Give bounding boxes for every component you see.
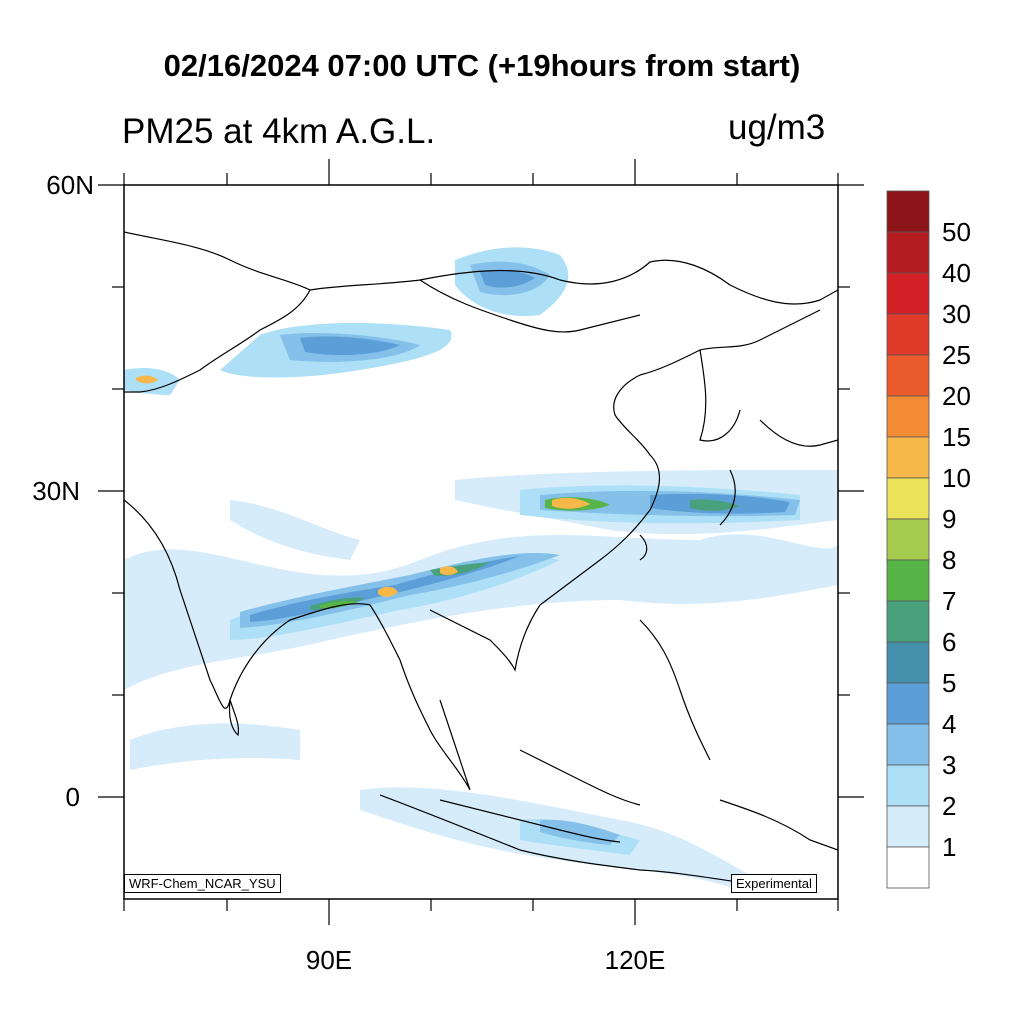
colorbar-swatch — [886, 559, 930, 602]
axis-ticks — [98, 159, 864, 925]
colorbar-level-label: 9 — [942, 504, 957, 534]
pm25-level-10 — [136, 375, 590, 597]
lon-label-90e: 90E — [305, 945, 353, 975]
units-label: ug/m3 — [728, 108, 826, 147]
pm25-field — [124, 247, 838, 890]
pm25-level-1 — [124, 470, 838, 890]
colorbar-swatch — [886, 477, 930, 520]
colorbar-level-label: 5 — [942, 668, 957, 698]
colorbar-swatch — [886, 313, 930, 356]
colorbar-level-label: 15 — [942, 422, 971, 452]
colorbar-swatch — [886, 600, 930, 643]
colorbar-swatch — [886, 641, 930, 684]
colorbar-swatch — [886, 723, 930, 766]
colorbar-level-label: 8 — [942, 545, 957, 575]
map-frame — [123, 184, 839, 900]
colorbar-level-label: 2 — [942, 791, 957, 821]
colorbar-swatch — [886, 231, 930, 274]
colorbar-level-label: 30 — [942, 299, 971, 329]
lat-label-30n: 30N — [32, 476, 80, 506]
colorbar-level-label: 7 — [942, 586, 957, 616]
map-title: 02/16/2024 07:00 UTC (+19hours from star… — [163, 48, 801, 83]
colorbar-level-label: 40 — [942, 258, 971, 288]
lon-label-120e: 120E — [604, 945, 666, 975]
colorbar-swatch — [886, 682, 930, 725]
colorbar — [886, 190, 930, 889]
colorbar-swatch — [886, 805, 930, 848]
colorbar-swatch — [886, 272, 930, 315]
colorbar-swatch — [886, 354, 930, 397]
colorbar-swatch — [886, 436, 930, 479]
model-label: WRF-Chem_NCAR_YSU — [124, 874, 281, 893]
lat-label-0: 0 — [65, 782, 80, 812]
colorbar-swatch — [886, 764, 930, 807]
field-label: PM25 at 4km A.G.L. — [122, 112, 436, 151]
colorbar-level-label: 10 — [942, 463, 971, 493]
colorbar-swatch — [886, 518, 930, 561]
colorbar-level-label: 6 — [942, 627, 957, 657]
colorbar-swatch — [886, 846, 930, 889]
lat-label-60n: 60N — [46, 170, 94, 200]
coastlines — [124, 231, 838, 886]
colorbar-level-label: 1 — [942, 832, 957, 862]
status-label: Experimental — [731, 874, 817, 893]
colorbar-swatch — [886, 395, 930, 438]
colorbar-level-label: 3 — [942, 750, 957, 780]
colorbar-level-label: 4 — [942, 709, 957, 739]
colorbar-level-label: 25 — [942, 340, 971, 370]
colorbar-level-label: 20 — [942, 381, 971, 411]
colorbar-swatch — [886, 190, 930, 233]
colorbar-level-label: 50 — [942, 217, 971, 247]
